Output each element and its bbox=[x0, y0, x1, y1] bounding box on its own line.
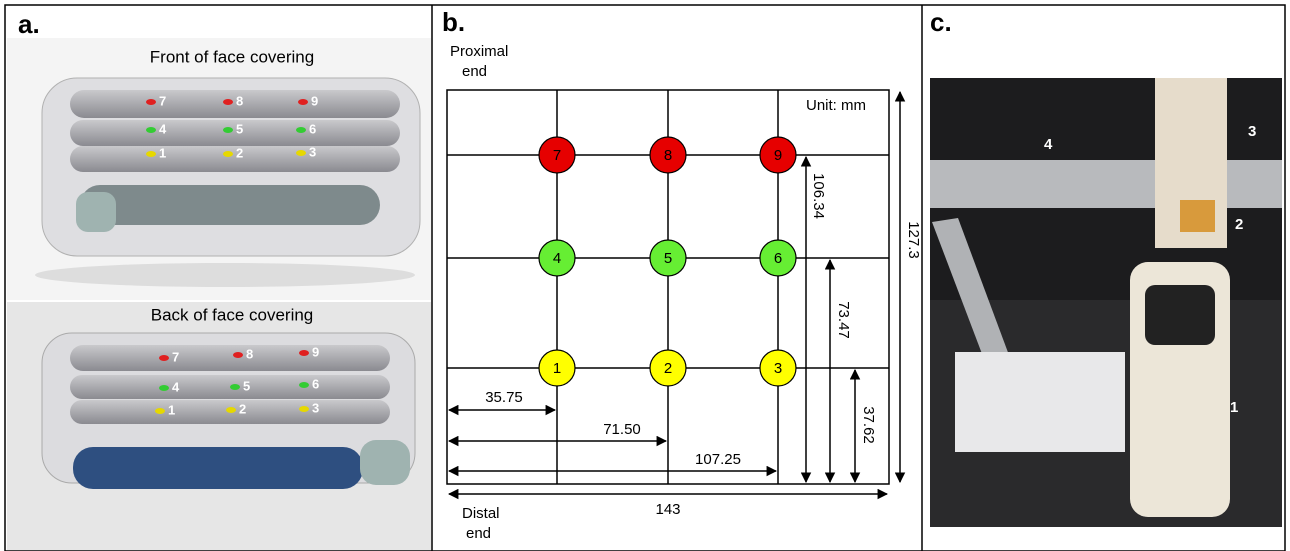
marker-label: 9 bbox=[311, 93, 318, 108]
end-label: Proximal bbox=[450, 43, 508, 60]
panel-label: b. bbox=[442, 7, 465, 37]
marker-dot bbox=[223, 127, 233, 133]
test-point-label: 8 bbox=[664, 147, 672, 164]
end-label: end bbox=[466, 525, 491, 542]
roller bbox=[70, 345, 390, 371]
marker-label: 7 bbox=[159, 93, 166, 108]
battery bbox=[73, 447, 363, 489]
marker-label: 3 bbox=[312, 400, 319, 415]
dimension-label: 73.47 bbox=[835, 301, 852, 339]
marker-dot bbox=[233, 352, 243, 358]
motor-cap bbox=[76, 192, 116, 232]
photo-sensor bbox=[1180, 200, 1215, 232]
roller bbox=[70, 146, 400, 172]
marker-dot bbox=[146, 151, 156, 157]
marker-label: 1 bbox=[159, 145, 166, 160]
dimension-label: 71.50 bbox=[603, 421, 641, 438]
marker-label: 3 bbox=[309, 144, 316, 159]
marker-label: 4 bbox=[172, 379, 180, 394]
test-point-label: 7 bbox=[553, 147, 561, 164]
marker-label: 5 bbox=[236, 121, 243, 136]
marker-label: 5 bbox=[243, 378, 250, 393]
marker-dot bbox=[296, 127, 306, 133]
dimension-label: 35.75 bbox=[485, 389, 523, 406]
panel-label: a. bbox=[18, 9, 40, 39]
photo-device-top bbox=[1145, 285, 1215, 345]
marker-label: 2 bbox=[239, 401, 246, 416]
end-label: Distal bbox=[462, 505, 500, 522]
marker-label: 9 bbox=[312, 344, 319, 359]
marker-dot bbox=[223, 99, 233, 105]
photo-label: 3 bbox=[1248, 123, 1256, 140]
photo-label: 2 bbox=[1235, 216, 1243, 233]
test-point-label: 6 bbox=[774, 250, 782, 267]
marker-label: 2 bbox=[236, 145, 243, 160]
marker-label: 4 bbox=[159, 121, 167, 136]
panel-label: c. bbox=[930, 7, 952, 37]
figure: a. Front of face covering Back of face c… bbox=[0, 0, 1290, 551]
test-point-label: 3 bbox=[774, 360, 782, 377]
test-point-label: 1 bbox=[553, 360, 561, 377]
marker-dot bbox=[230, 384, 240, 390]
render-title: Front of face covering bbox=[150, 47, 314, 66]
marker-label: 6 bbox=[312, 376, 319, 391]
marker-dot bbox=[296, 150, 306, 156]
unit-label: Unit: mm bbox=[806, 97, 866, 114]
marker-dot bbox=[159, 385, 169, 391]
photo-beam bbox=[930, 160, 1282, 208]
marker-dot bbox=[299, 406, 309, 412]
test-point-label: 5 bbox=[664, 250, 672, 267]
test-point-label: 2 bbox=[664, 360, 672, 377]
render-title: Back of face covering bbox=[151, 305, 314, 324]
shadow bbox=[35, 263, 415, 287]
photo-foam bbox=[955, 352, 1125, 452]
dimension-label: 127.3 bbox=[905, 221, 922, 259]
photo-label: 4 bbox=[1044, 136, 1053, 153]
roller bbox=[70, 120, 400, 146]
marker-dot bbox=[223, 151, 233, 157]
motor-cap bbox=[360, 440, 410, 485]
marker-dot bbox=[299, 382, 309, 388]
marker-dot bbox=[299, 350, 309, 356]
marker-dot bbox=[159, 355, 169, 361]
end-label: end bbox=[462, 63, 487, 80]
marker-label: 1 bbox=[168, 402, 175, 417]
marker-label: 7 bbox=[172, 349, 179, 364]
dimension-label: 107.25 bbox=[695, 451, 741, 468]
photo-label: 1 bbox=[1230, 399, 1238, 416]
marker-label: 8 bbox=[246, 346, 253, 361]
marker-dot bbox=[226, 407, 236, 413]
marker-label: 8 bbox=[236, 93, 243, 108]
marker-dot bbox=[146, 127, 156, 133]
marker-dot bbox=[155, 408, 165, 414]
motor bbox=[80, 185, 380, 225]
dimension-label: 37.62 bbox=[860, 406, 877, 444]
roller bbox=[70, 90, 400, 118]
test-point-label: 4 bbox=[553, 250, 561, 267]
dimension-label: 143 bbox=[655, 501, 680, 518]
marker-dot bbox=[298, 99, 308, 105]
marker-label: 6 bbox=[309, 121, 316, 136]
marker-dot bbox=[146, 99, 156, 105]
test-point-label: 9 bbox=[774, 147, 782, 164]
dimension-label: 106.34 bbox=[810, 173, 827, 219]
